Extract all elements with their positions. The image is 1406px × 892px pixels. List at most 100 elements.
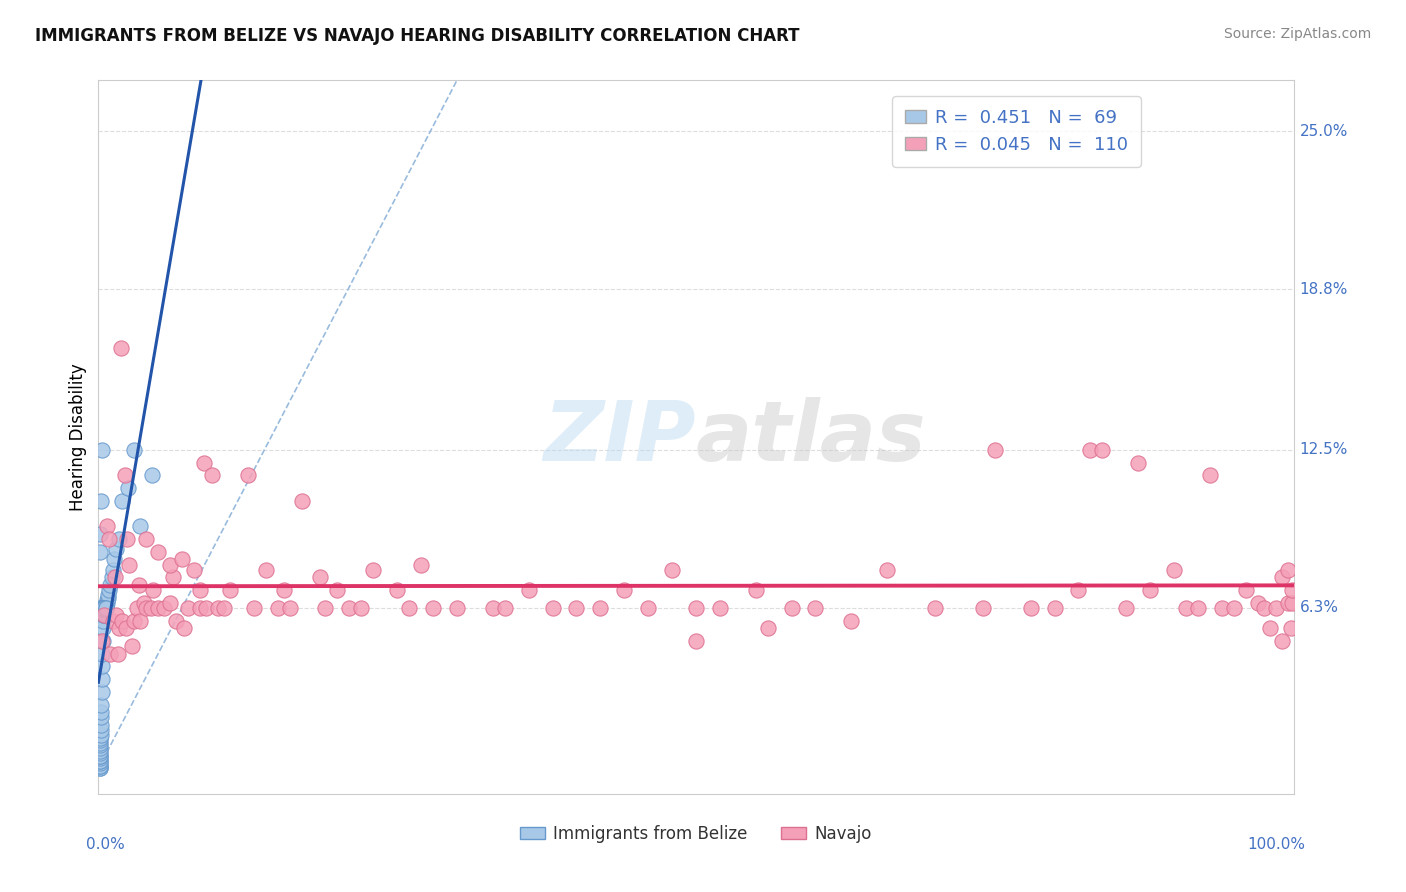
Point — [89, 746, 111, 760]
Point — [173, 621, 195, 635]
Point — [93, 600, 115, 615]
Point — [90, 600, 112, 615]
Point — [422, 600, 444, 615]
Point — [132, 596, 155, 610]
Point — [517, 582, 540, 597]
Point — [91, 600, 114, 615]
Point — [91, 442, 114, 457]
Text: 12.5%: 12.5% — [1299, 442, 1348, 458]
Point — [93, 600, 115, 615]
Point — [1223, 600, 1246, 615]
Point — [1271, 634, 1294, 648]
Text: 100.0%: 100.0% — [1247, 837, 1306, 852]
Legend: Immigrants from Belize, Navajo: Immigrants from Belize, Navajo — [513, 819, 879, 850]
Point — [115, 532, 138, 546]
Point — [1264, 600, 1286, 615]
Point — [267, 600, 290, 615]
Point — [804, 600, 827, 615]
Point — [90, 723, 112, 738]
Point — [111, 493, 134, 508]
Point — [90, 710, 112, 724]
Point — [96, 519, 118, 533]
Point — [93, 608, 115, 623]
Point — [104, 570, 127, 584]
Point — [89, 754, 111, 768]
Point — [1277, 563, 1299, 577]
Point — [89, 545, 111, 559]
Point — [1187, 600, 1209, 615]
Point — [142, 582, 165, 597]
Point — [254, 563, 277, 577]
Point — [159, 558, 181, 572]
Point — [841, 614, 863, 628]
Text: Source: ZipAtlas.com: Source: ZipAtlas.com — [1223, 27, 1371, 41]
Point — [90, 600, 112, 615]
Point — [128, 578, 150, 592]
Point — [236, 468, 259, 483]
Point — [984, 442, 1007, 457]
Point — [172, 552, 194, 566]
Point — [125, 600, 148, 615]
Point — [107, 532, 129, 546]
Point — [139, 600, 162, 615]
Point — [1128, 456, 1150, 470]
Point — [114, 468, 136, 483]
Point — [91, 600, 114, 615]
Point — [315, 600, 337, 615]
Point — [363, 563, 385, 577]
Point — [115, 621, 138, 635]
Point — [135, 532, 157, 546]
Point — [924, 600, 946, 615]
Point — [90, 718, 112, 732]
Point — [124, 614, 146, 628]
Point — [1211, 600, 1233, 615]
Point — [876, 563, 898, 577]
Point — [446, 600, 468, 615]
Point — [219, 582, 242, 597]
Point — [613, 582, 636, 597]
Point — [1019, 600, 1042, 615]
Point — [90, 698, 112, 712]
Point — [97, 591, 120, 605]
Point — [93, 606, 115, 620]
Point — [1067, 582, 1090, 597]
Point — [89, 759, 111, 773]
Point — [637, 600, 659, 615]
Point — [188, 600, 211, 615]
Point — [90, 493, 112, 508]
Point — [972, 600, 994, 615]
Point — [780, 600, 803, 615]
Point — [1115, 600, 1137, 615]
Point — [1279, 621, 1302, 635]
Point — [153, 600, 176, 615]
Text: 25.0%: 25.0% — [1299, 124, 1348, 139]
Text: 18.8%: 18.8% — [1299, 282, 1348, 297]
Point — [589, 600, 612, 615]
Point — [89, 756, 111, 771]
Point — [91, 672, 114, 686]
Point — [91, 621, 114, 635]
Point — [162, 570, 184, 584]
Point — [661, 563, 683, 577]
Point — [1175, 600, 1198, 615]
Point — [177, 600, 200, 615]
Point — [89, 743, 111, 757]
Point — [110, 341, 132, 355]
Point — [326, 582, 349, 597]
Point — [1247, 596, 1270, 610]
Point — [93, 603, 115, 617]
Point — [291, 493, 314, 508]
Point — [96, 596, 118, 610]
Point — [541, 600, 564, 615]
Point — [201, 468, 224, 483]
Point — [89, 751, 111, 765]
Point — [1163, 563, 1185, 577]
Point — [129, 614, 152, 628]
Point — [1281, 596, 1303, 610]
Point — [97, 588, 120, 602]
Text: 6.3%: 6.3% — [1299, 600, 1339, 615]
Point — [135, 600, 157, 615]
Point — [101, 614, 124, 628]
Point — [90, 706, 112, 720]
Point — [107, 647, 129, 661]
